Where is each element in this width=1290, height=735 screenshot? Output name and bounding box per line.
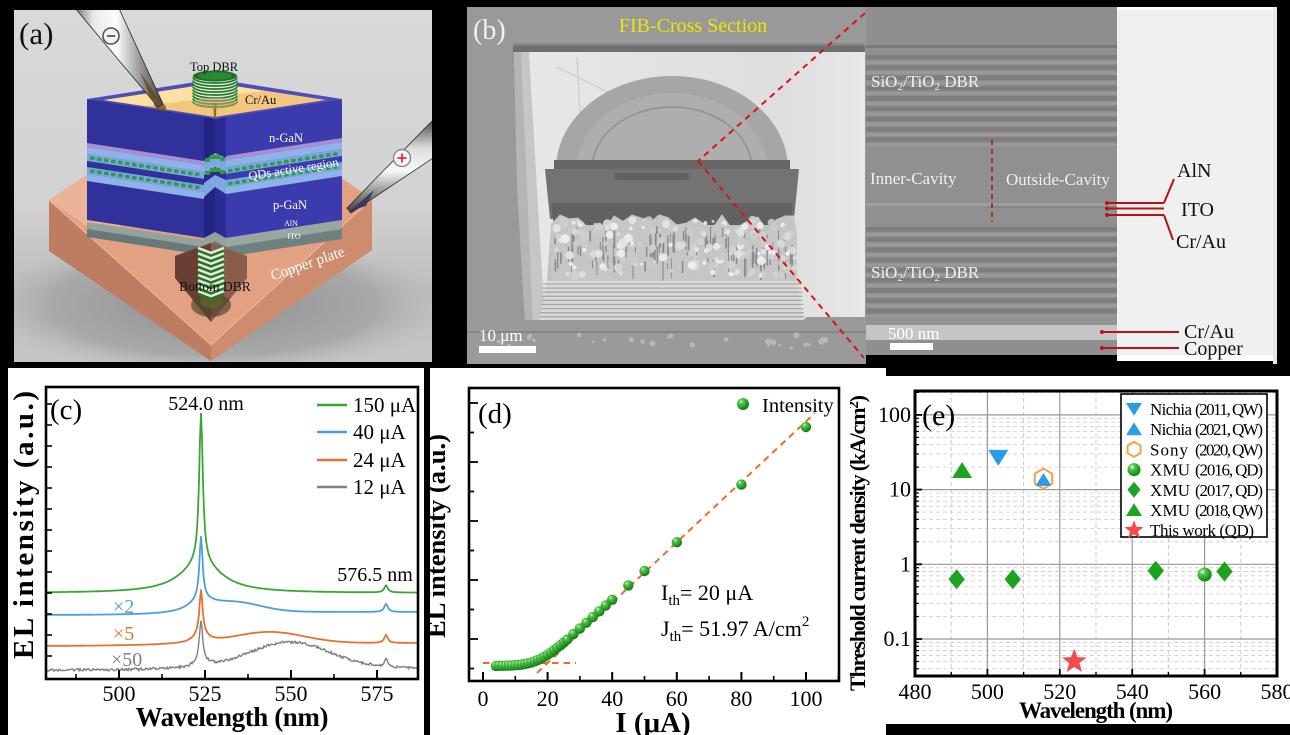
- svg-text:Jth= 51.97 A/cm2: Jth= 51.97 A/cm2: [661, 614, 809, 645]
- svg-text:550: 550: [275, 681, 308, 706]
- svg-text:60: 60: [666, 686, 688, 711]
- svg-text:0.1: 0.1: [884, 626, 912, 651]
- svg-text:100: 100: [790, 686, 823, 711]
- svg-text:560: 560: [1188, 679, 1221, 704]
- svg-text:SiO2/TiO2 DBR: SiO2/TiO2 DBR: [871, 263, 980, 284]
- svg-text:12 μA: 12 μA: [353, 475, 407, 499]
- svg-text:(b): (b): [473, 15, 506, 46]
- svg-text:Wavelength (nm): Wavelength (nm): [136, 702, 329, 732]
- svg-text:575: 575: [361, 681, 394, 706]
- svg-text:1: 1: [900, 551, 911, 576]
- svg-text:SiO2/TiO2 DBR: SiO2/TiO2 DBR: [871, 72, 980, 93]
- svg-text:580: 580: [1261, 679, 1290, 704]
- svg-text:×2: ×2: [113, 596, 134, 618]
- svg-text:Nichia: Nichia: [1150, 400, 1192, 419]
- svg-text:Bottom DBR: Bottom DBR: [179, 279, 251, 294]
- svg-text:0: 0: [478, 686, 489, 711]
- svg-text:AlN: AlN: [1177, 160, 1211, 182]
- svg-text:525: 525: [189, 681, 222, 706]
- svg-text:×50: ×50: [111, 649, 142, 671]
- svg-text:500: 500: [971, 679, 1004, 704]
- svg-text:EL intensity (a.u.): EL intensity (a.u.): [430, 434, 451, 638]
- svg-text:100: 100: [878, 402, 911, 427]
- svg-text:Ith= 20 μA: Ith= 20 μA: [661, 580, 753, 609]
- svg-text:Sony: Sony: [1150, 440, 1189, 459]
- svg-text:40: 40: [601, 686, 623, 711]
- svg-text:(2017, QD): (2017, QD): [1195, 481, 1263, 500]
- svg-text:(2020, QW): (2020, QW): [1195, 440, 1263, 459]
- svg-text:Cr/Au: Cr/Au: [1176, 231, 1226, 253]
- svg-text:24 μA: 24 μA: [353, 448, 407, 472]
- svg-text:This work (QD): This work (QD): [1150, 521, 1254, 540]
- svg-text:ITO: ITO: [287, 232, 300, 241]
- svg-text:AlN: AlN: [284, 219, 298, 228]
- svg-text:Outside-Cavity: Outside-Cavity: [1006, 170, 1110, 189]
- svg-text:540: 540: [1116, 679, 1149, 704]
- svg-text:(2011, QW): (2011, QW): [1195, 400, 1263, 419]
- svg-text:Cr/Au: Cr/Au: [1184, 321, 1234, 343]
- svg-text:(2016, QD): (2016, QD): [1195, 461, 1263, 480]
- svg-text:Threshold current density (kA/: Threshold current density (kA/cm2): [850, 395, 870, 691]
- svg-text:(2018, QW): (2018, QW): [1195, 501, 1263, 520]
- svg-text:500: 500: [103, 681, 136, 706]
- svg-text:(d): (d): [478, 398, 512, 430]
- svg-text:XMU: XMU: [1150, 481, 1190, 500]
- svg-text:10: 10: [889, 477, 911, 502]
- svg-text:Cr/Au: Cr/Au: [245, 93, 277, 107]
- svg-text:(c): (c): [50, 394, 82, 426]
- svg-text:(a): (a): [19, 16, 53, 51]
- svg-text:576.5 nm: 576.5 nm: [337, 564, 413, 586]
- svg-text:40 μA: 40 μA: [353, 420, 407, 444]
- svg-text:EL intensity (a.u.): EL intensity (a.u.): [8, 391, 40, 659]
- svg-text:150 μA: 150 μA: [353, 393, 417, 417]
- svg-text:524.0 nm: 524.0 nm: [168, 393, 244, 415]
- svg-text:Top DBR: Top DBR: [190, 60, 239, 74]
- svg-text:(e): (e): [922, 399, 955, 432]
- svg-text:n-GaN: n-GaN: [269, 131, 303, 145]
- svg-text:XMU: XMU: [1150, 461, 1190, 480]
- svg-text:(2021, QW): (2021, QW): [1195, 420, 1263, 439]
- svg-text:520: 520: [1043, 679, 1076, 704]
- svg-text:XMU: XMU: [1150, 501, 1190, 520]
- svg-text:×5: ×5: [113, 623, 134, 645]
- svg-text:ITO: ITO: [1181, 199, 1214, 221]
- svg-text:Wavelength (nm): Wavelength (nm): [1019, 698, 1173, 723]
- svg-text:Inner-Cavity: Inner-Cavity: [870, 169, 957, 188]
- svg-text:FIB-Cross Section: FIB-Cross Section: [619, 15, 767, 37]
- svg-text:Intensity: Intensity: [762, 395, 834, 417]
- svg-text:480: 480: [899, 679, 932, 704]
- svg-text:80: 80: [730, 686, 752, 711]
- svg-text:20: 20: [537, 686, 559, 711]
- svg-text:I (μA): I (μA): [615, 707, 690, 735]
- svg-text:500 nm: 500 nm: [888, 324, 939, 343]
- svg-text:10 μm: 10 μm: [479, 326, 523, 345]
- svg-text:p-GaN: p-GaN: [273, 198, 307, 212]
- svg-text:Nichia: Nichia: [1150, 420, 1192, 439]
- svg-text:Copper: Copper: [1184, 338, 1243, 360]
